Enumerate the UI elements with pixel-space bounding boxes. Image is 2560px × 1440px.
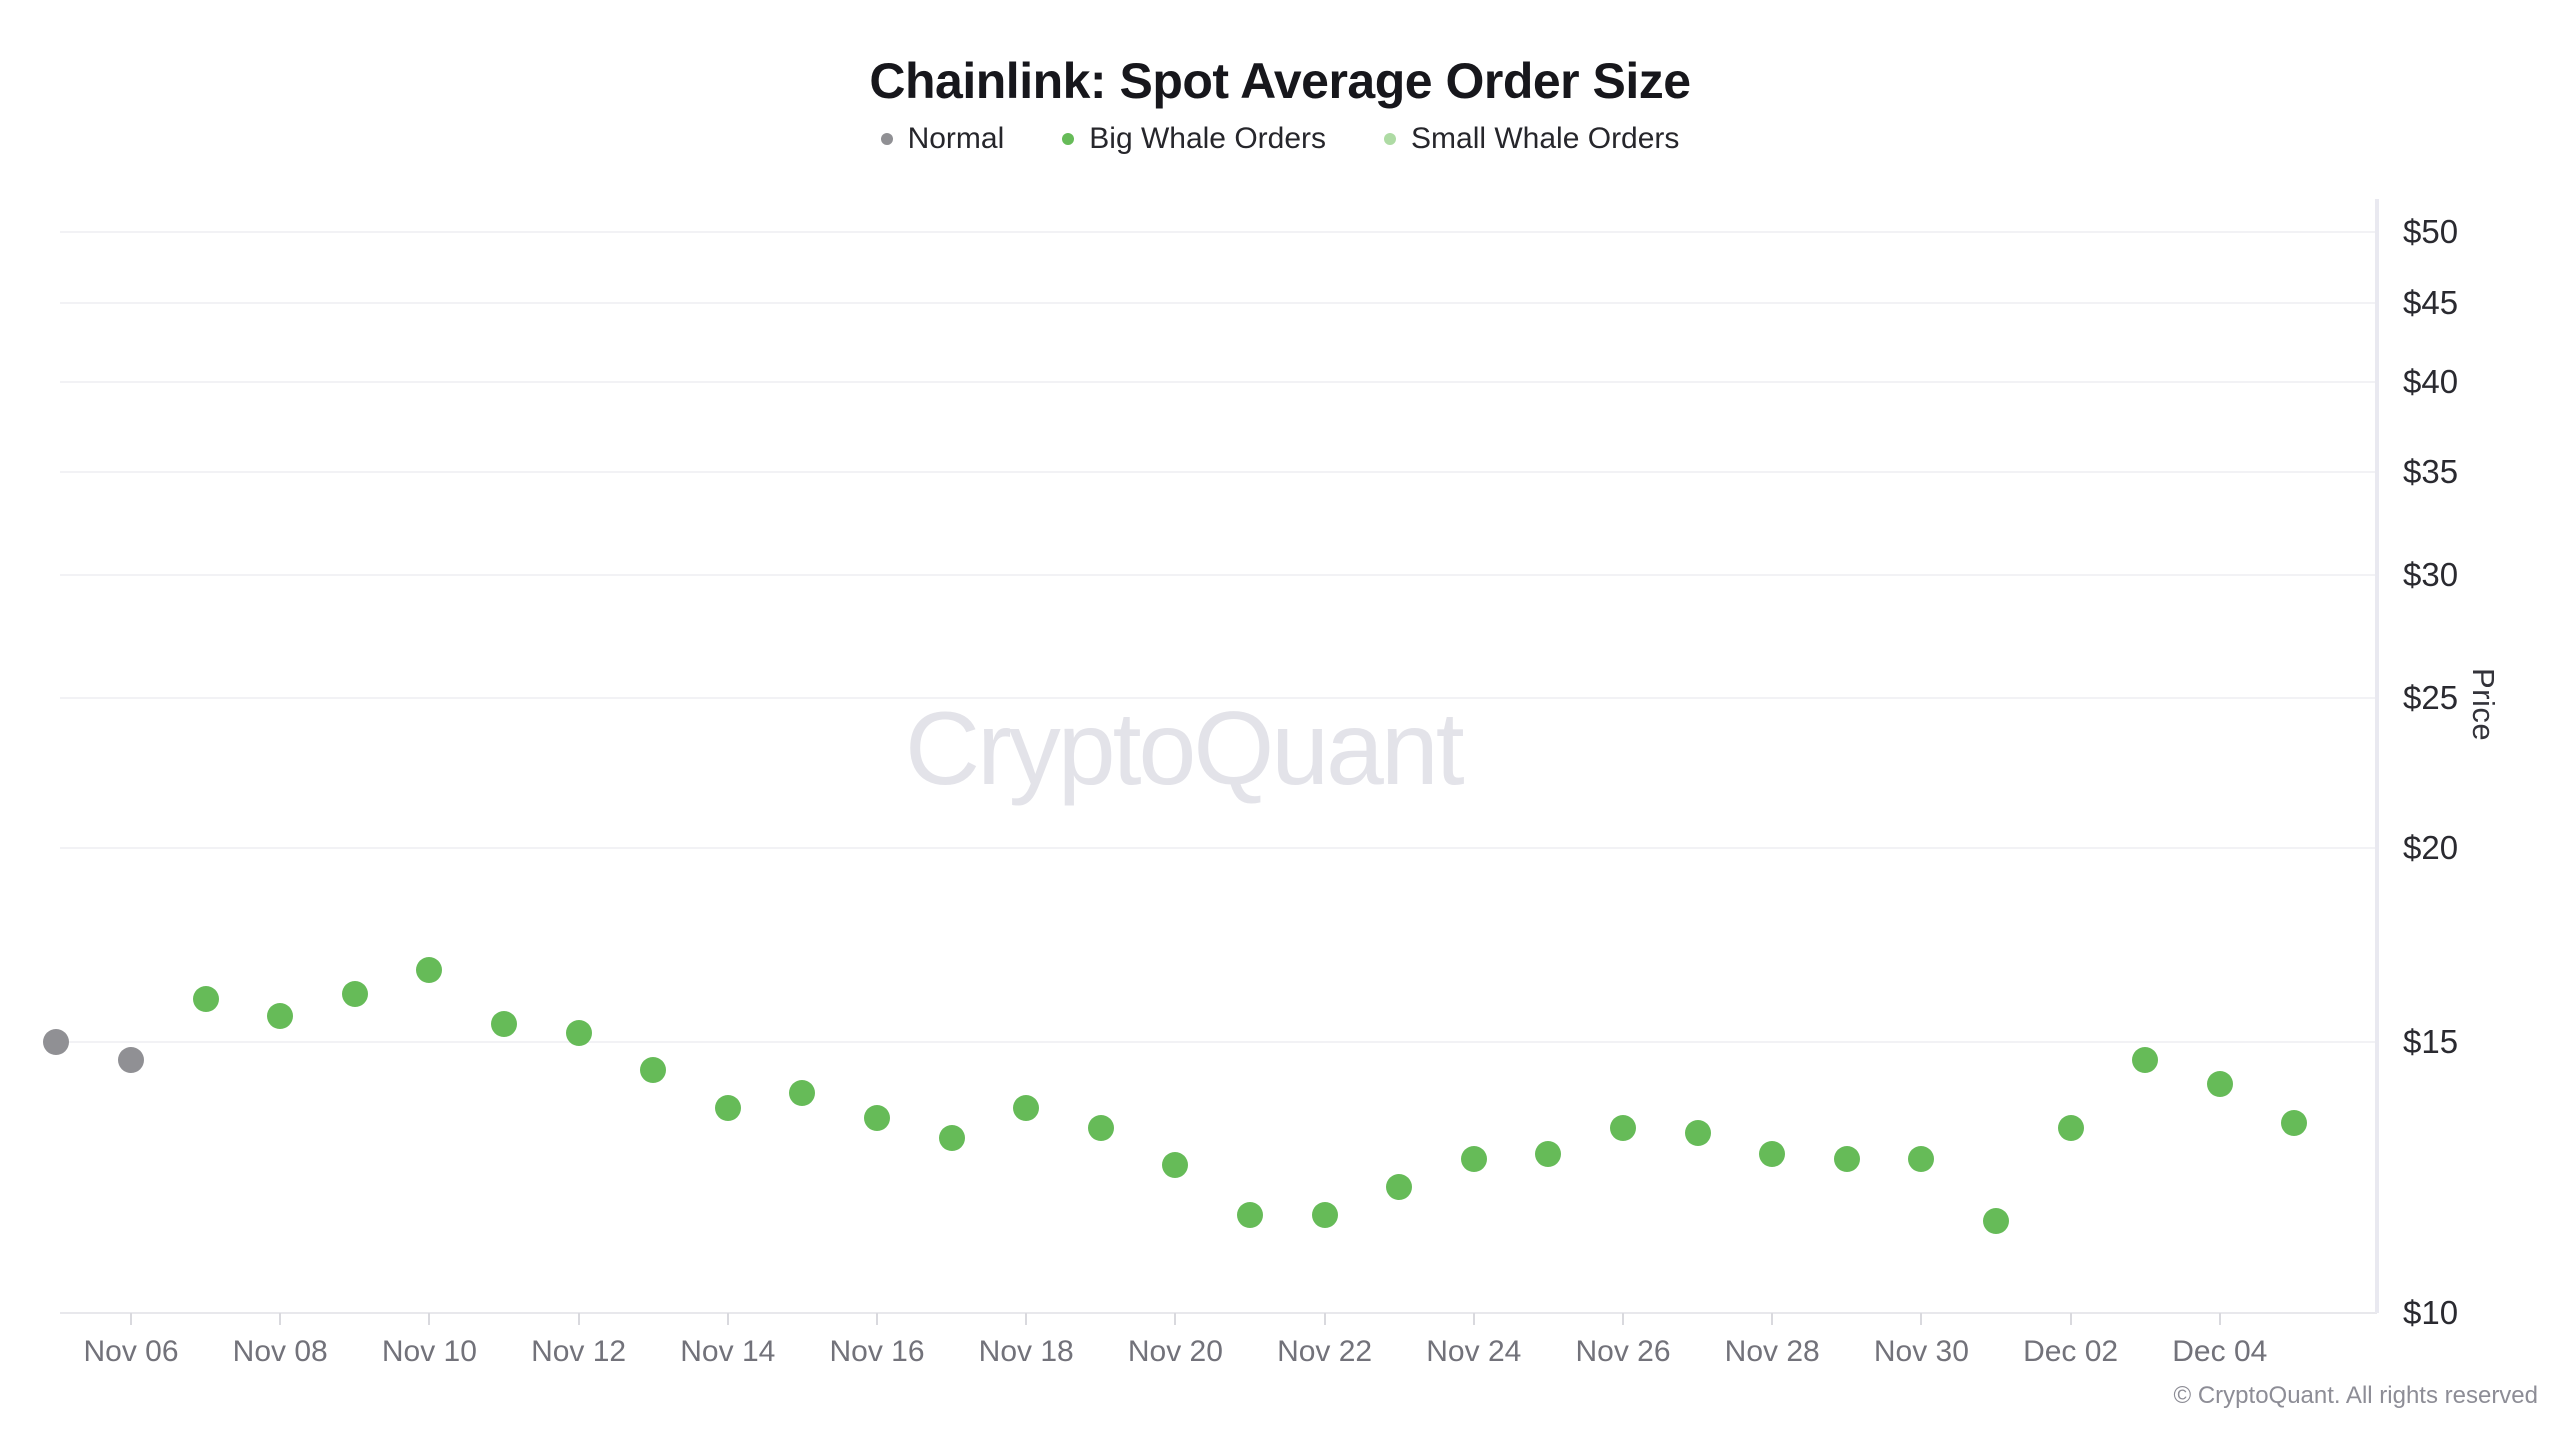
data-point-big-whale-orders[interactable]: [416, 956, 443, 983]
data-point-normal[interactable]: [43, 1029, 70, 1056]
cryptoquant-watermark: CryptoQuant: [905, 691, 1465, 807]
data-point-big-whale-orders[interactable]: [1983, 1207, 2009, 1234]
gridline: [60, 380, 2377, 383]
data-point-big-whale-orders[interactable]: [1237, 1202, 1263, 1229]
x-axis-tick: [1025, 1313, 1028, 1325]
gridline: [60, 301, 2377, 304]
gridline: [60, 574, 2377, 577]
x-axis-tick: [279, 1313, 282, 1325]
gridline: [60, 1312, 2377, 1314]
data-point-big-whale-orders[interactable]: [267, 1002, 294, 1029]
gridline: [60, 847, 2377, 850]
x-axis-tick: [2218, 1313, 2221, 1325]
gridline: [60, 230, 2377, 233]
big-whale-legend-dot-icon: [1062, 133, 1075, 145]
x-axis-tick-label: Nov 16: [829, 1335, 925, 1368]
legend-item-big-whale-orders[interactable]: Big Whale Orders: [1062, 122, 1326, 156]
data-point-big-whale-orders[interactable]: [1759, 1141, 1786, 1168]
data-point-big-whale-orders[interactable]: [714, 1095, 741, 1121]
data-point-big-whale-orders[interactable]: [1162, 1151, 1189, 1178]
data-point-big-whale-orders[interactable]: [491, 1011, 517, 1038]
data-point-big-whale-orders[interactable]: [2206, 1070, 2233, 1097]
x-axis-tick: [577, 1313, 580, 1325]
data-point-big-whale-orders[interactable]: [1386, 1173, 1413, 1200]
data-point-big-whale-orders[interactable]: [1610, 1115, 1636, 1142]
x-axis-tick: [876, 1313, 878, 1325]
data-point-normal[interactable]: [118, 1047, 144, 1074]
data-point-big-whale-orders[interactable]: [192, 985, 219, 1012]
x-axis-tick-label: Nov 10: [381, 1335, 477, 1368]
y-axis-tick-label: $35: [2403, 452, 2459, 490]
y-axis-tick-label: $20: [2403, 829, 2459, 867]
x-axis-tick-label: Nov 14: [680, 1335, 776, 1368]
y-axis-tick-label: $15: [2403, 1023, 2459, 1061]
legend-label: Normal: [907, 122, 1005, 155]
y-axis-tick-label: $45: [2403, 283, 2459, 321]
x-axis-tick: [1920, 1313, 1923, 1325]
data-point-big-whale-orders[interactable]: [1833, 1146, 1860, 1173]
data-point-big-whale-orders[interactable]: [565, 1020, 592, 1047]
data-point-big-whale-orders[interactable]: [864, 1104, 890, 1131]
x-axis-tick-label: Nov 06: [83, 1335, 179, 1368]
data-point-big-whale-orders[interactable]: [640, 1056, 667, 1083]
x-axis-tick-label: Nov 30: [1873, 1335, 1969, 1368]
x-axis-tick: [1622, 1313, 1624, 1325]
y-axis-tick-label: $30: [2403, 556, 2459, 594]
x-axis-tick-label: Nov 20: [1127, 1335, 1223, 1368]
x-axis-tick: [1472, 1313, 1475, 1325]
data-point-big-whale-orders[interactable]: [1087, 1115, 1114, 1142]
x-axis-tick-label: Dec 02: [2023, 1335, 2119, 1368]
data-point-big-whale-orders[interactable]: [1311, 1202, 1338, 1229]
data-point-big-whale-orders[interactable]: [1460, 1146, 1487, 1173]
x-axis-tick-label: Nov 08: [232, 1335, 328, 1368]
x-axis-tick: [428, 1313, 431, 1325]
x-axis-tick: [1771, 1313, 1774, 1325]
data-point-big-whale-orders[interactable]: [341, 981, 368, 1008]
data-point-big-whale-orders[interactable]: [1013, 1095, 1040, 1121]
normal-legend-dot-icon: [880, 133, 893, 145]
x-axis-tick-label: Nov 24: [1426, 1335, 1522, 1368]
y-axis-tick-label: $25: [2403, 679, 2459, 717]
gridline: [60, 1041, 2377, 1044]
x-axis-tick: [1323, 1313, 1326, 1325]
legend-label: Big Whale Orders: [1089, 122, 1327, 155]
x-axis-tick: [726, 1313, 729, 1325]
legend: Normal Big Whale Orders Small Whale Orde…: [0, 122, 2560, 156]
y-axis-tick-label: $10: [2403, 1294, 2459, 1331]
data-point-big-whale-orders[interactable]: [938, 1125, 965, 1152]
data-point-big-whale-orders[interactable]: [1535, 1141, 1562, 1168]
small-whale-legend-dot-icon: [1384, 133, 1397, 145]
legend-item-normal[interactable]: Normal: [880, 122, 1005, 156]
price-axis-title: Price: [2466, 668, 2501, 742]
x-axis-tick-label: Nov 26: [1575, 1335, 1671, 1368]
data-point-big-whale-orders[interactable]: [1908, 1146, 1935, 1173]
gridline: [60, 697, 2377, 700]
data-point-big-whale-orders[interactable]: [2057, 1115, 2084, 1142]
x-axis-tick: [2069, 1313, 2072, 1325]
x-axis-tick-label: Nov 22: [1277, 1335, 1373, 1368]
data-point-big-whale-orders[interactable]: [2281, 1110, 2308, 1137]
x-axis-tick-label: Nov 28: [1724, 1335, 1820, 1368]
x-axis-tick: [1174, 1313, 1177, 1325]
data-point-big-whale-orders[interactable]: [789, 1080, 816, 1107]
legend-item-small-whale-orders[interactable]: Small Whale Orders: [1384, 122, 1679, 156]
x-axis-tick-label: Nov 18: [978, 1335, 1074, 1368]
legend-label: Small Whale Orders: [1411, 122, 1680, 155]
data-point-big-whale-orders[interactable]: [1684, 1120, 1711, 1147]
y-axis-line: [2375, 199, 2379, 1313]
y-axis-tick-label: $40: [2403, 362, 2459, 400]
chart-title: Chainlink: Spot Average Order Size: [869, 53, 1691, 109]
data-point-big-whale-orders[interactable]: [2132, 1047, 2159, 1074]
x-axis-tick: [130, 1313, 132, 1325]
copyright-text: © CryptoQuant. All rights reserved: [2173, 1382, 2539, 1409]
gridline: [60, 470, 2377, 473]
x-axis-tick-label: Dec 04: [2172, 1335, 2268, 1368]
x-axis-tick-label: Nov 12: [531, 1335, 627, 1368]
y-axis-tick-label: $50: [2403, 212, 2459, 250]
